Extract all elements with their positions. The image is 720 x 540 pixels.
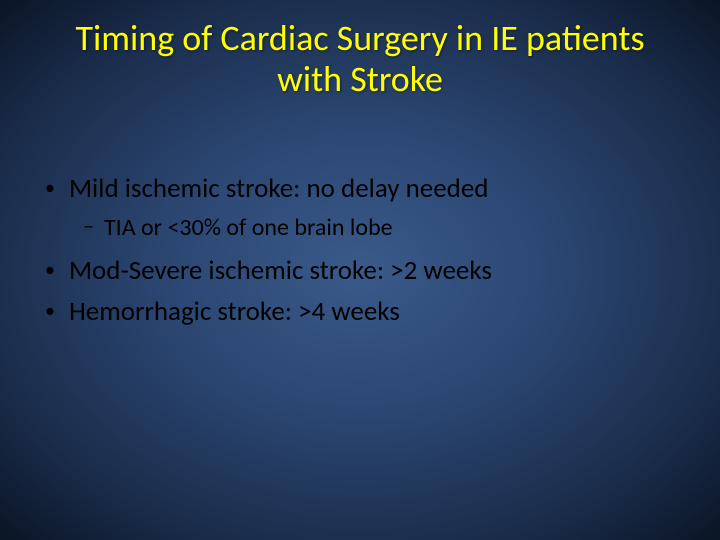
slide-title: Timing of Cardiac Surgery in IE patients… bbox=[0, 0, 720, 101]
bullet-item: • Mod-Severe ischemic stroke: >2 weeks bbox=[45, 253, 675, 288]
slide-container: Timing of Cardiac Surgery in IE patients… bbox=[0, 0, 720, 540]
bullet-text: Mild ischemic stroke: no delay needed bbox=[69, 171, 489, 206]
bullet-marker-icon: – bbox=[83, 212, 94, 241]
bullet-marker-icon: • bbox=[45, 175, 55, 201]
bullet-text: TIA or <30% of one brain lobe bbox=[104, 212, 393, 243]
slide-content: • Mild ischemic stroke: no delay needed … bbox=[0, 101, 720, 329]
bullet-marker-icon: • bbox=[45, 298, 55, 324]
bullet-text: Hemorrhagic stroke: >4 weeks bbox=[69, 294, 400, 329]
bullet-item: – TIA or <30% of one brain lobe bbox=[83, 212, 675, 243]
bullet-marker-icon: • bbox=[45, 257, 55, 283]
bullet-item: • Hemorrhagic stroke: >4 weeks bbox=[45, 294, 675, 329]
bullet-text: Mod-Severe ischemic stroke: >2 weeks bbox=[69, 253, 492, 288]
bullet-item: • Mild ischemic stroke: no delay needed bbox=[45, 171, 675, 206]
